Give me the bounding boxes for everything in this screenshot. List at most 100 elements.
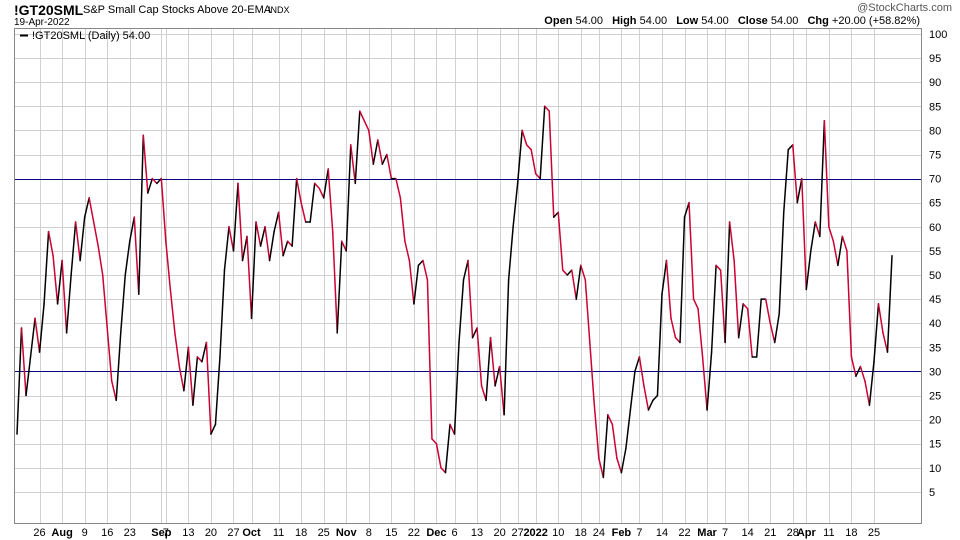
- series-segment: [160, 177, 167, 243]
- exchange-label: INDX: [268, 5, 290, 15]
- y-tick-label: 30: [929, 366, 941, 378]
- series-segment: [331, 230, 338, 334]
- series-segment: [584, 279, 591, 344]
- series-segment: [688, 201, 695, 300]
- series-segment: [652, 394, 659, 402]
- series-segment: [174, 332, 181, 368]
- series-segment: [377, 139, 384, 165]
- series-segment: [706, 351, 713, 411]
- series-segment: [336, 240, 343, 334]
- series-segment: [43, 230, 50, 305]
- series-segment: [548, 110, 555, 218]
- x-tick-label: 24: [593, 527, 605, 539]
- gridlines: [15, 29, 921, 523]
- series-segment: [801, 177, 808, 291]
- series-segment: [309, 182, 316, 223]
- y-tick-label: 40: [929, 318, 941, 330]
- series-segment: [877, 303, 884, 334]
- x-tick-label: 21: [764, 527, 776, 539]
- x-tick-label: 7: [722, 527, 728, 539]
- x-tick-label: 11: [823, 527, 834, 539]
- y-tick-label: 50: [929, 270, 941, 282]
- series-segment: [557, 211, 564, 271]
- series-segment: [65, 274, 72, 334]
- series-segment: [805, 250, 812, 291]
- x-tick-label: 10: [552, 527, 564, 539]
- series-segment: [543, 105, 550, 112]
- series-segment: [345, 144, 352, 252]
- series-segment: [399, 197, 406, 243]
- series-segment: [74, 221, 81, 262]
- series-segment: [864, 380, 871, 406]
- series-segment: [773, 312, 780, 344]
- ohlc-readout: Open 54.00 High 54.00 Low 54.00 Close 54…: [544, 16, 920, 27]
- x-tick-label: 27: [512, 527, 524, 539]
- series-segment: [755, 298, 762, 358]
- stockcharts-credit: @StockCharts.com: [857, 2, 952, 14]
- series-segment: [25, 356, 32, 397]
- series-segment: [634, 356, 641, 373]
- series-segment: [607, 414, 614, 426]
- series-segment: [683, 201, 690, 218]
- symbol-description: S&P Small Cap Stocks Above 20-EMA: [83, 4, 272, 16]
- series-segment: [318, 187, 325, 199]
- x-tick-label: 8: [366, 527, 372, 539]
- series-segment: [196, 356, 203, 363]
- series-segment: [471, 327, 478, 339]
- x-tick-label: Apr: [797, 527, 817, 539]
- x-tick-label: Sep: [151, 527, 171, 539]
- x-tick-label: 26: [33, 527, 45, 539]
- x-tick-label: 9: [82, 527, 88, 539]
- series-segment: [724, 221, 731, 344]
- series-segment: [521, 129, 528, 146]
- series-segment: [783, 148, 790, 214]
- series-segment: [133, 216, 140, 296]
- x-tick-label: 18: [575, 527, 587, 539]
- series-segment: [363, 120, 370, 132]
- y-tick-label: 85: [929, 101, 941, 113]
- y-tick-label: 100: [929, 29, 947, 41]
- series-segment: [273, 211, 280, 233]
- series-segment: [413, 264, 420, 305]
- x-tick-label: Aug: [51, 527, 72, 539]
- y-tick-label: 20: [929, 415, 941, 427]
- series-segment: [728, 221, 735, 262]
- y-tick-label: 25: [929, 391, 941, 403]
- series-segment: [873, 303, 880, 363]
- series-segment: [868, 361, 875, 406]
- series-segment: [259, 226, 266, 247]
- series-segment: [467, 259, 474, 339]
- series-segment: [151, 177, 158, 185]
- series-segment: [764, 298, 771, 324]
- series-segment: [710, 264, 717, 353]
- series-segment: [697, 307, 704, 358]
- series-segment: [264, 226, 271, 262]
- series-segment: [516, 129, 523, 185]
- y-tick-label: 5: [929, 487, 935, 499]
- series-segment: [742, 303, 749, 310]
- y-tick-label: 60: [929, 222, 941, 234]
- x-tick-label: 6: [451, 527, 457, 539]
- series-segment: [183, 346, 190, 392]
- gt20sml-series: [16, 105, 893, 479]
- series-segment: [846, 250, 853, 358]
- y-tick-label: 35: [929, 342, 941, 354]
- series-segment: [101, 274, 108, 329]
- series-segment: [602, 414, 609, 479]
- x-tick-label: 14: [742, 527, 754, 539]
- open-value: 54.00: [575, 15, 604, 27]
- series-segment: [223, 226, 230, 271]
- series-segment: [616, 457, 623, 474]
- series-segment: [643, 385, 650, 411]
- series-segment: [566, 269, 573, 276]
- series-segment: [119, 274, 126, 334]
- x-tick-label: 16: [101, 527, 113, 539]
- series-segment: [719, 269, 726, 344]
- series-segment: [498, 365, 505, 416]
- series-segment: [97, 245, 104, 276]
- series-segment: [638, 356, 645, 387]
- series-segment: [147, 177, 154, 194]
- x-tick-label: 28: [787, 527, 799, 539]
- chart-date: 19-Apr-2022: [14, 17, 70, 28]
